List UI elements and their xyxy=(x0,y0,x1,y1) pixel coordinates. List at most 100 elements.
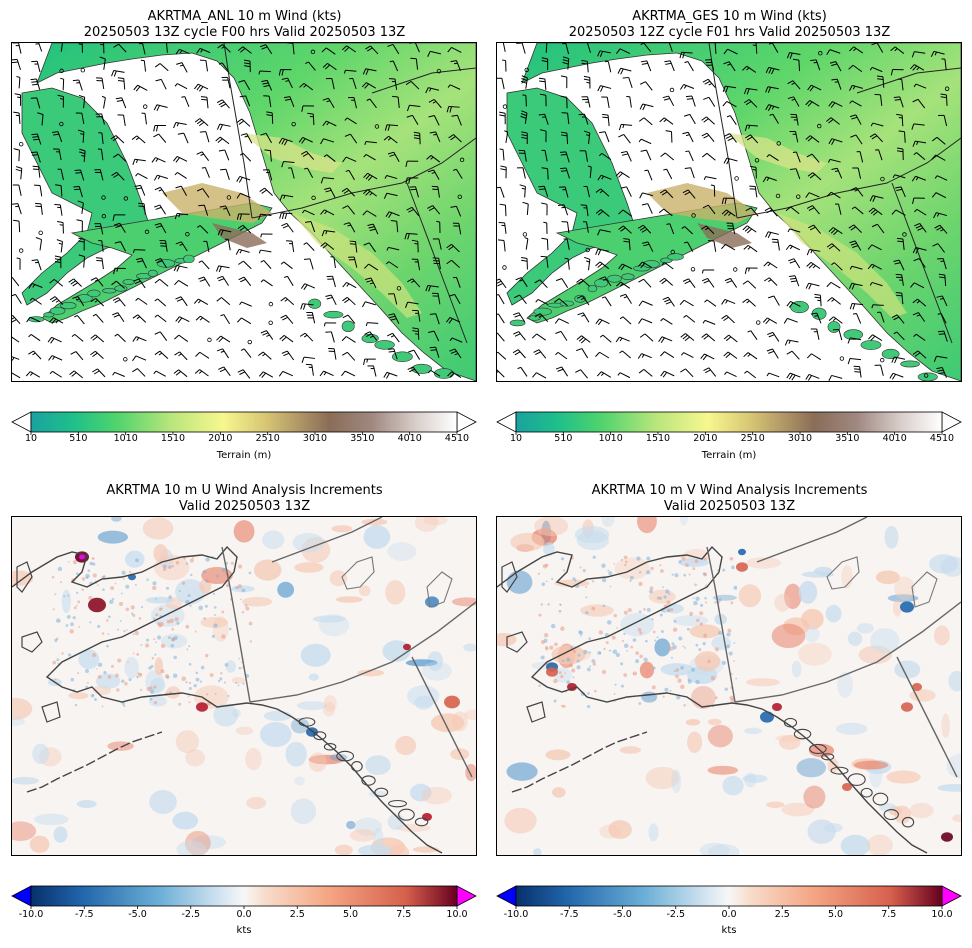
increment-speckle xyxy=(209,673,214,678)
increment-speckle xyxy=(592,662,597,666)
border-line xyxy=(706,546,736,703)
increment-speckle xyxy=(611,635,616,640)
increment-speckle xyxy=(668,609,670,612)
wind-barb xyxy=(765,86,779,93)
wind-barb xyxy=(322,62,337,71)
wind-barb xyxy=(218,62,230,73)
increment-speckle xyxy=(730,698,735,703)
wind-barb xyxy=(599,334,612,343)
wind-barb xyxy=(702,204,716,215)
increment-speckle xyxy=(132,652,135,655)
wind-barb xyxy=(520,110,528,124)
wind-barb xyxy=(410,57,419,70)
colorbar-tick-label: 2510 xyxy=(740,433,765,444)
wind-barb xyxy=(12,315,21,324)
wind-barb xyxy=(409,186,419,198)
increment-speckle xyxy=(699,622,703,626)
increment-speckle xyxy=(244,603,248,607)
wind-barb xyxy=(896,237,905,250)
island-coastline xyxy=(16,561,61,723)
positive-increment-blob xyxy=(694,651,721,672)
increment-speckle xyxy=(717,630,723,636)
increment-speckle xyxy=(635,659,640,664)
terrain-colorbar-label: Terrain (m) xyxy=(701,450,757,461)
calm-wind-marker xyxy=(144,229,150,235)
wind-barb xyxy=(220,168,230,180)
increment-speckle xyxy=(624,563,627,567)
wind-barb xyxy=(174,172,187,179)
wind-barb xyxy=(13,148,20,162)
wind-barb xyxy=(829,61,842,72)
negative-increment-blob xyxy=(387,542,417,561)
positive-increment-blob xyxy=(781,802,815,817)
wind-barb xyxy=(852,312,862,324)
wind-barb xyxy=(930,50,945,58)
increment-speckle xyxy=(124,682,128,686)
wind-barb xyxy=(638,300,653,307)
wind-barb xyxy=(263,95,272,108)
wind-barb xyxy=(366,98,377,109)
wind-barb xyxy=(363,154,376,161)
wind-barb xyxy=(175,241,188,252)
increment-speckle xyxy=(172,673,178,678)
wind-barb xyxy=(938,273,947,286)
wind-barb xyxy=(599,131,610,143)
increment-speckle xyxy=(601,563,606,568)
increment-speckle xyxy=(119,620,122,622)
wind-barb xyxy=(100,43,105,54)
increment-speckle xyxy=(92,562,96,566)
wind-barb xyxy=(538,113,549,125)
wind-barb xyxy=(12,277,20,287)
panhandle-island xyxy=(881,348,900,360)
wind-barb xyxy=(301,356,315,363)
increment-speckle xyxy=(176,621,180,625)
wind-barb xyxy=(449,337,463,343)
wind-barb xyxy=(871,43,884,53)
increment-speckle xyxy=(560,626,565,631)
wind-barb xyxy=(323,154,336,162)
title-line1: AKRTMA 10 m U Wind Analysis Increments xyxy=(106,483,383,498)
aleutian-island xyxy=(114,285,128,292)
wind-barb xyxy=(789,131,799,143)
colorbar-tick-label: 0.0 xyxy=(721,909,737,920)
wind-barb xyxy=(302,209,315,216)
wind-barb xyxy=(404,232,418,240)
increment-speckle xyxy=(545,580,548,583)
wind-barb xyxy=(743,244,758,253)
increment-speckle xyxy=(545,645,549,649)
wind-barb xyxy=(323,322,337,327)
wind-barb xyxy=(342,314,356,324)
wind-barb xyxy=(342,205,356,215)
wind-barb xyxy=(324,187,336,198)
negative-increment-blob xyxy=(742,774,768,783)
wind-barb xyxy=(154,222,167,234)
calm-wind-marker xyxy=(101,214,107,219)
increment-speckle xyxy=(96,667,98,670)
wind-barb xyxy=(57,221,64,234)
wind-barb xyxy=(828,138,843,145)
increment-speckle xyxy=(549,645,554,650)
increment-speckle xyxy=(204,653,209,658)
increment-speckle xyxy=(652,630,656,634)
increment-speckle xyxy=(52,660,57,665)
increment-speckle xyxy=(238,564,243,569)
negative-increment-blob xyxy=(506,570,533,594)
wind-barb xyxy=(601,96,610,109)
increment-speckle xyxy=(68,653,72,657)
wind-barb xyxy=(159,239,168,252)
wind-barb xyxy=(301,105,315,112)
increment-speckle xyxy=(171,564,174,568)
colorbar-tick-label: 4510 xyxy=(444,433,470,444)
increment-speckle xyxy=(91,556,95,560)
increment-speckle xyxy=(680,666,684,670)
increment-speckle xyxy=(187,594,191,597)
increment-speckle xyxy=(110,586,115,591)
positive-increment-blob xyxy=(421,786,452,805)
increment-speckle xyxy=(174,617,179,622)
negative-increment-blob xyxy=(111,517,122,522)
wind-barb xyxy=(134,184,146,196)
wind-barb xyxy=(154,204,167,215)
wind-barb xyxy=(425,87,440,94)
increment-speckle xyxy=(676,695,681,700)
colorbar-tick-label: 7.5 xyxy=(396,909,412,920)
